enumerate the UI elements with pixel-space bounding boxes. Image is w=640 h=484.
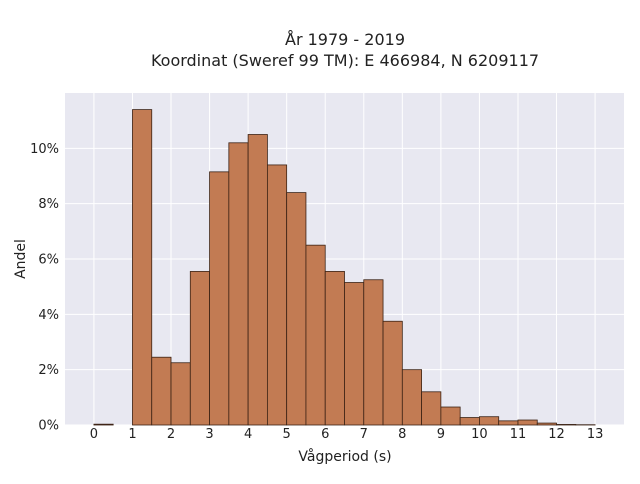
histogram-bar <box>441 407 460 425</box>
histogram-bar <box>518 420 537 425</box>
chart-title-line2: Koordinat (Sweref 99 TM): E 466984, N 62… <box>151 51 539 70</box>
x-tick-label: 13 <box>587 427 604 442</box>
x-tick-label: 11 <box>510 427 527 442</box>
histogram-bar <box>460 418 479 425</box>
y-axis-ticks: 0% 2% 4% 6% 8% 10% <box>30 142 59 434</box>
histogram-bar <box>499 421 518 425</box>
x-tick-label: 3 <box>205 427 213 442</box>
x-tick-label: 5 <box>283 427 291 442</box>
y-tick-label: 10% <box>30 142 59 157</box>
histogram-bar <box>345 283 364 425</box>
x-tick-label: 12 <box>548 427 565 442</box>
y-tick-label: 6% <box>38 253 59 268</box>
y-tick-label: 4% <box>38 308 59 323</box>
histogram-bar <box>94 424 113 425</box>
histogram-bar <box>364 280 383 425</box>
histogram-bar <box>132 110 151 425</box>
histogram-bar <box>229 143 248 425</box>
histogram-bar <box>383 321 402 425</box>
chart-title-line1: År 1979 - 2019 <box>285 30 405 49</box>
x-tick-label: 7 <box>360 427 368 442</box>
x-tick-label: 8 <box>398 427 406 442</box>
histogram-bar <box>557 424 576 425</box>
y-tick-label: 0% <box>38 419 59 434</box>
x-tick-label: 9 <box>437 427 445 442</box>
x-tick-label: 0 <box>90 427 98 442</box>
y-axis-label: Andel <box>13 239 29 279</box>
histogram-bar <box>537 423 556 425</box>
histogram-bar <box>422 392 441 425</box>
histogram-bar <box>306 245 325 425</box>
x-tick-label: 2 <box>167 427 175 442</box>
histogram-bar <box>248 135 267 426</box>
x-tick-label: 6 <box>321 427 329 442</box>
histogram-bar <box>402 370 421 425</box>
x-tick-label: 4 <box>244 427 252 442</box>
x-tick-label: 1 <box>128 427 136 442</box>
histogram-bar <box>210 172 229 425</box>
histogram-bar <box>287 193 306 425</box>
x-tick-label: 10 <box>471 427 488 442</box>
histogram-bar <box>152 357 171 425</box>
histogram-bar <box>171 363 190 425</box>
y-tick-label: 8% <box>38 197 59 212</box>
histogram-bar <box>479 417 498 425</box>
histogram-bar <box>267 165 286 425</box>
y-tick-label: 2% <box>38 363 59 378</box>
histogram-bar <box>190 271 209 425</box>
x-axis-label: Vågperiod (s) <box>298 448 391 465</box>
histogram-bar <box>325 271 344 425</box>
